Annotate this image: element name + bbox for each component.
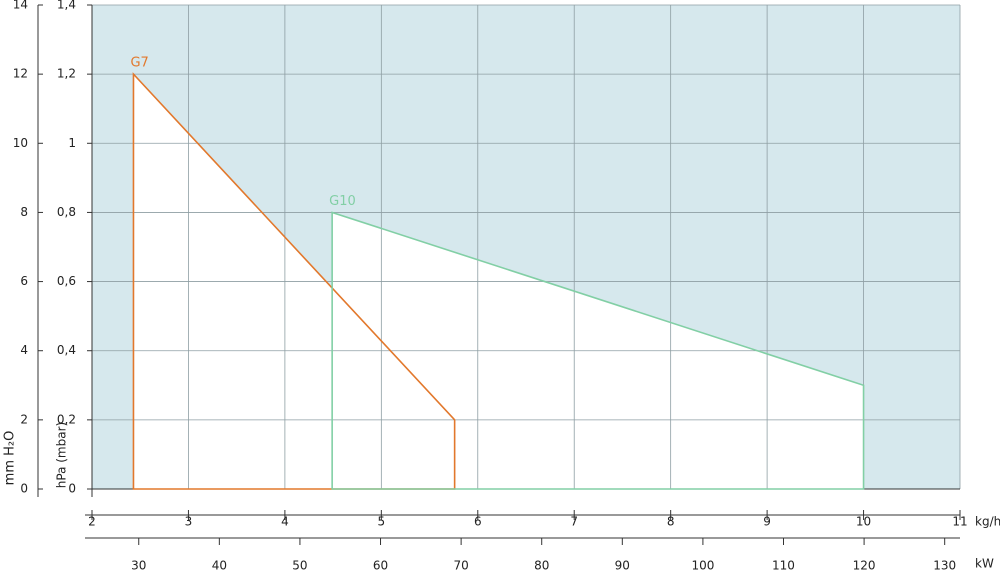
- x2-tick-label: 50: [292, 559, 307, 573]
- x2-tick-label: 130: [933, 559, 956, 573]
- y2-tick-label: 14: [13, 0, 28, 12]
- y2-tick-label: 2: [20, 412, 28, 426]
- x2-tick-label: 120: [853, 559, 876, 573]
- x-tick-label: 4: [281, 515, 289, 529]
- x-tick-label: 10: [856, 515, 871, 529]
- y-tick-label: 1: [68, 136, 76, 150]
- y-axis-title: hPa (mbar): [55, 422, 69, 488]
- x-tick-label: 8: [667, 515, 675, 529]
- x2-axis-title: kW: [975, 557, 994, 571]
- x2-tick-label: 40: [212, 559, 227, 573]
- y2-tick-label: 10: [13, 136, 28, 150]
- x2-tick-label: 110: [772, 559, 795, 573]
- x-tick-label: 2: [88, 515, 96, 529]
- x-axis-title: kg/h: [975, 515, 1000, 529]
- series-label: G10: [329, 194, 356, 209]
- x2-tick-label: 30: [131, 559, 146, 573]
- y2-tick-label: 12: [13, 67, 28, 81]
- y2-tick-label: 4: [20, 343, 28, 357]
- x2-tick-label: 100: [691, 559, 714, 573]
- y2-tick-label: 8: [20, 205, 28, 219]
- y2-axis-title: mm H₂O: [3, 431, 18, 486]
- y2-tick-label: 0: [20, 482, 28, 496]
- x-tick-label: 11: [952, 515, 967, 529]
- x-tick-label: 6: [474, 515, 482, 529]
- x-tick-label: 3: [185, 515, 193, 529]
- y-tick-label: 0,6: [57, 274, 76, 288]
- series-label: G7: [130, 56, 148, 71]
- y2-tick-label: 6: [20, 274, 28, 288]
- y-tick-label: 0,8: [57, 205, 76, 219]
- y-tick-label: 0,2: [57, 412, 76, 426]
- y-tick-label: 1,4: [57, 0, 76, 12]
- x2-tick-label: 90: [615, 559, 630, 573]
- x2-tick-label: 60: [373, 559, 388, 573]
- x-tick-label: 5: [378, 515, 386, 529]
- y-tick-label: 0,4: [57, 343, 76, 357]
- series-outline: [331, 211, 865, 490]
- x2-tick-label: 80: [534, 559, 549, 573]
- y-tick-label: 1,2: [57, 67, 76, 81]
- x2-tick-label: 70: [453, 559, 468, 573]
- x-tick-label: 7: [570, 515, 578, 529]
- x-tick-label: 9: [763, 515, 771, 529]
- y-tick-label: 0: [68, 482, 76, 496]
